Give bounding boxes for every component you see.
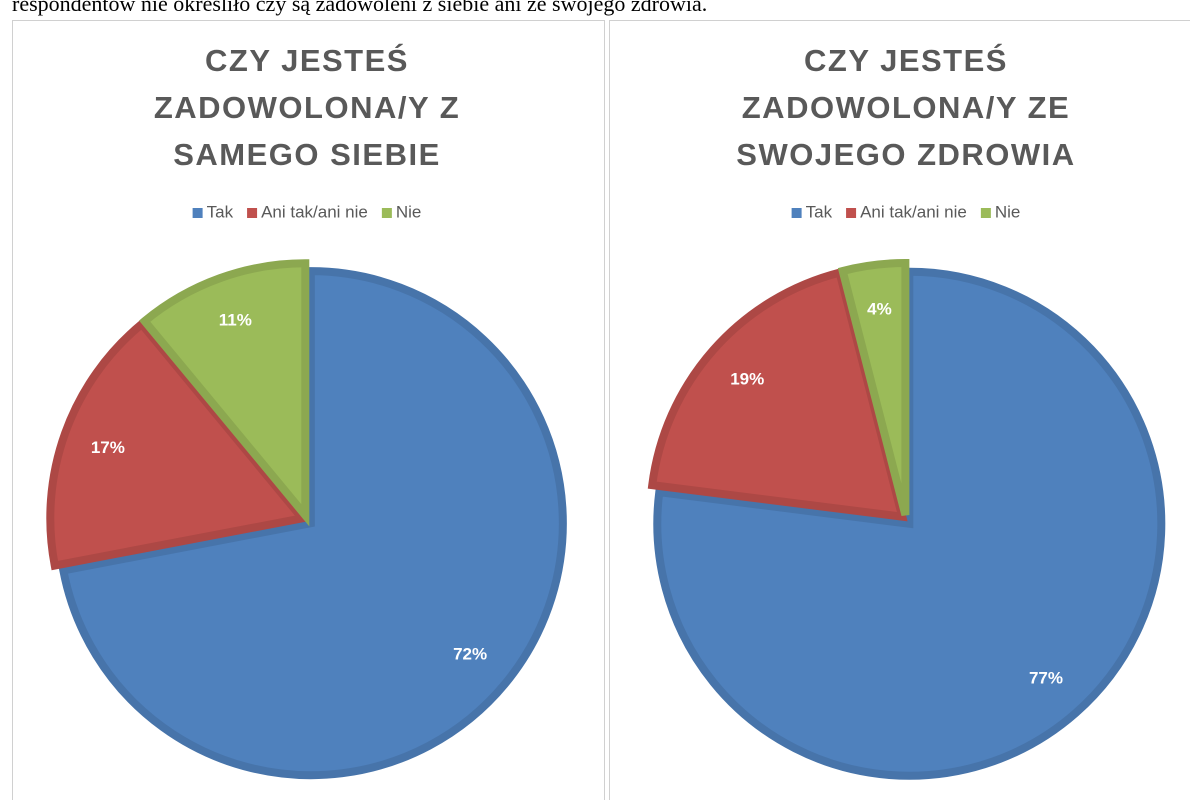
body-text: respondentów nie określiło czy są zadowo… xyxy=(12,0,707,16)
chart-title: CZY JESTEŚ xyxy=(804,42,1008,78)
legend-swatch xyxy=(382,208,392,218)
legend-swatch xyxy=(981,208,991,218)
legend-swatch xyxy=(247,208,257,218)
data-label: 11% xyxy=(219,310,252,329)
legend-label: Nie xyxy=(995,202,1021,221)
chart-title: ZADOWOLONA/Y ZE xyxy=(742,90,1070,125)
data-label: 72% xyxy=(453,644,487,663)
chart-title: CZY JESTEŚ xyxy=(205,42,409,78)
legend-swatch xyxy=(792,208,802,218)
chart-title: SAMEGO SIEBIE xyxy=(173,137,441,172)
legend-swatch xyxy=(193,208,203,218)
data-label: 19% xyxy=(730,369,764,388)
chart-title: SWOJEGO ZDROWIA xyxy=(736,137,1075,172)
data-label: 77% xyxy=(1029,668,1063,687)
legend-label: Nie xyxy=(396,202,422,221)
data-label: 4% xyxy=(867,299,892,318)
legend-label: Tak xyxy=(806,202,833,221)
data-label: 17% xyxy=(91,438,125,457)
legend-swatch xyxy=(846,208,856,218)
legend-label: Ani tak/ani nie xyxy=(261,202,368,221)
legend-label: Tak xyxy=(207,202,234,221)
chart-title: ZADOWOLONA/Y Z xyxy=(154,90,460,125)
legend-label: Ani tak/ani nie xyxy=(860,202,967,221)
